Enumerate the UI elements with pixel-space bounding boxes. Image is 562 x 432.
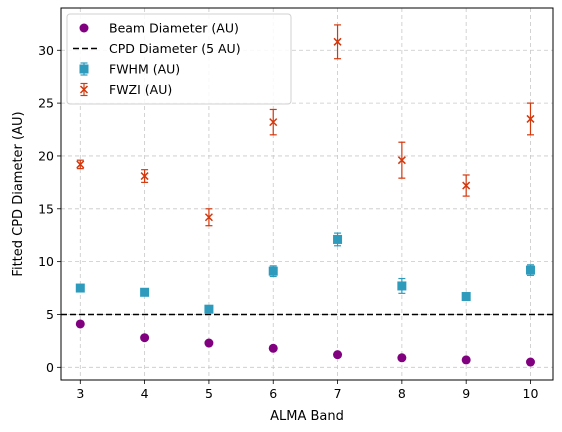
x-tick-label: 3	[76, 386, 84, 401]
data-point	[333, 37, 342, 46]
data-point	[268, 266, 278, 276]
series-x	[76, 24, 535, 227]
data-point	[397, 156, 406, 165]
y-tick-label: 5	[46, 307, 54, 322]
data-point	[269, 118, 278, 127]
y-axis-ticks: 0 5 10 15 20 25 30	[38, 43, 61, 375]
data-point	[333, 234, 343, 244]
data-point	[397, 353, 407, 363]
data-point	[333, 350, 343, 360]
y-tick-label: 25	[38, 96, 54, 111]
legend-label: FWZI (AU)	[109, 82, 172, 97]
plot-frame	[60, 7, 554, 381]
x-tick-label: 7	[334, 386, 342, 401]
data-point	[525, 265, 535, 275]
x-tick-label: 6	[269, 386, 277, 401]
x-tick-label: 5	[205, 386, 213, 401]
data-point	[204, 213, 213, 222]
data-point	[397, 281, 407, 291]
x-tick-label: 9	[462, 386, 470, 401]
data-point	[140, 333, 150, 343]
legend-marker	[79, 64, 89, 74]
series-circle	[75, 319, 535, 367]
data-point	[204, 338, 214, 348]
data-point	[268, 343, 278, 353]
y-tick-label: 15	[38, 201, 54, 216]
legend-label: FWHM (AU)	[109, 62, 180, 77]
y-tick-label: 0	[46, 360, 54, 375]
data-point	[76, 160, 85, 169]
legend-label: CPD Diameter (5 AU)	[109, 41, 241, 56]
y-tick-label: 10	[38, 254, 54, 269]
y-tick-label: 30	[38, 43, 54, 58]
x-tick-label: 4	[141, 386, 149, 401]
data-point	[204, 304, 214, 314]
legend-marker	[79, 85, 89, 94]
data-point	[140, 287, 150, 297]
x-tick-label: 8	[398, 386, 406, 401]
y-tick-label: 20	[38, 148, 54, 163]
data-point	[525, 357, 535, 367]
legend-box	[66, 13, 292, 105]
data-point	[526, 114, 535, 123]
series-square	[75, 232, 535, 314]
legend: Beam Diameter (AU) CPD Diameter (5 AU) FWH…	[66, 13, 292, 105]
data-point	[75, 319, 85, 329]
x-axis-ticks: 3 4 5 6 7 8 9 10	[76, 380, 538, 401]
data-point	[462, 181, 471, 190]
data-point	[461, 355, 471, 365]
y-axis-label: Fitted CPD Diameter (AU)	[11, 111, 26, 276]
x-axis-label: ALMA Band	[270, 409, 344, 424]
data-point	[461, 292, 471, 302]
data-point	[140, 172, 149, 181]
legend-marker	[79, 23, 89, 33]
data-point	[75, 283, 85, 293]
legend-label: Beam Diameter (AU)	[109, 21, 239, 36]
x-tick-label: 10	[523, 386, 539, 401]
data-marks	[75, 24, 535, 367]
